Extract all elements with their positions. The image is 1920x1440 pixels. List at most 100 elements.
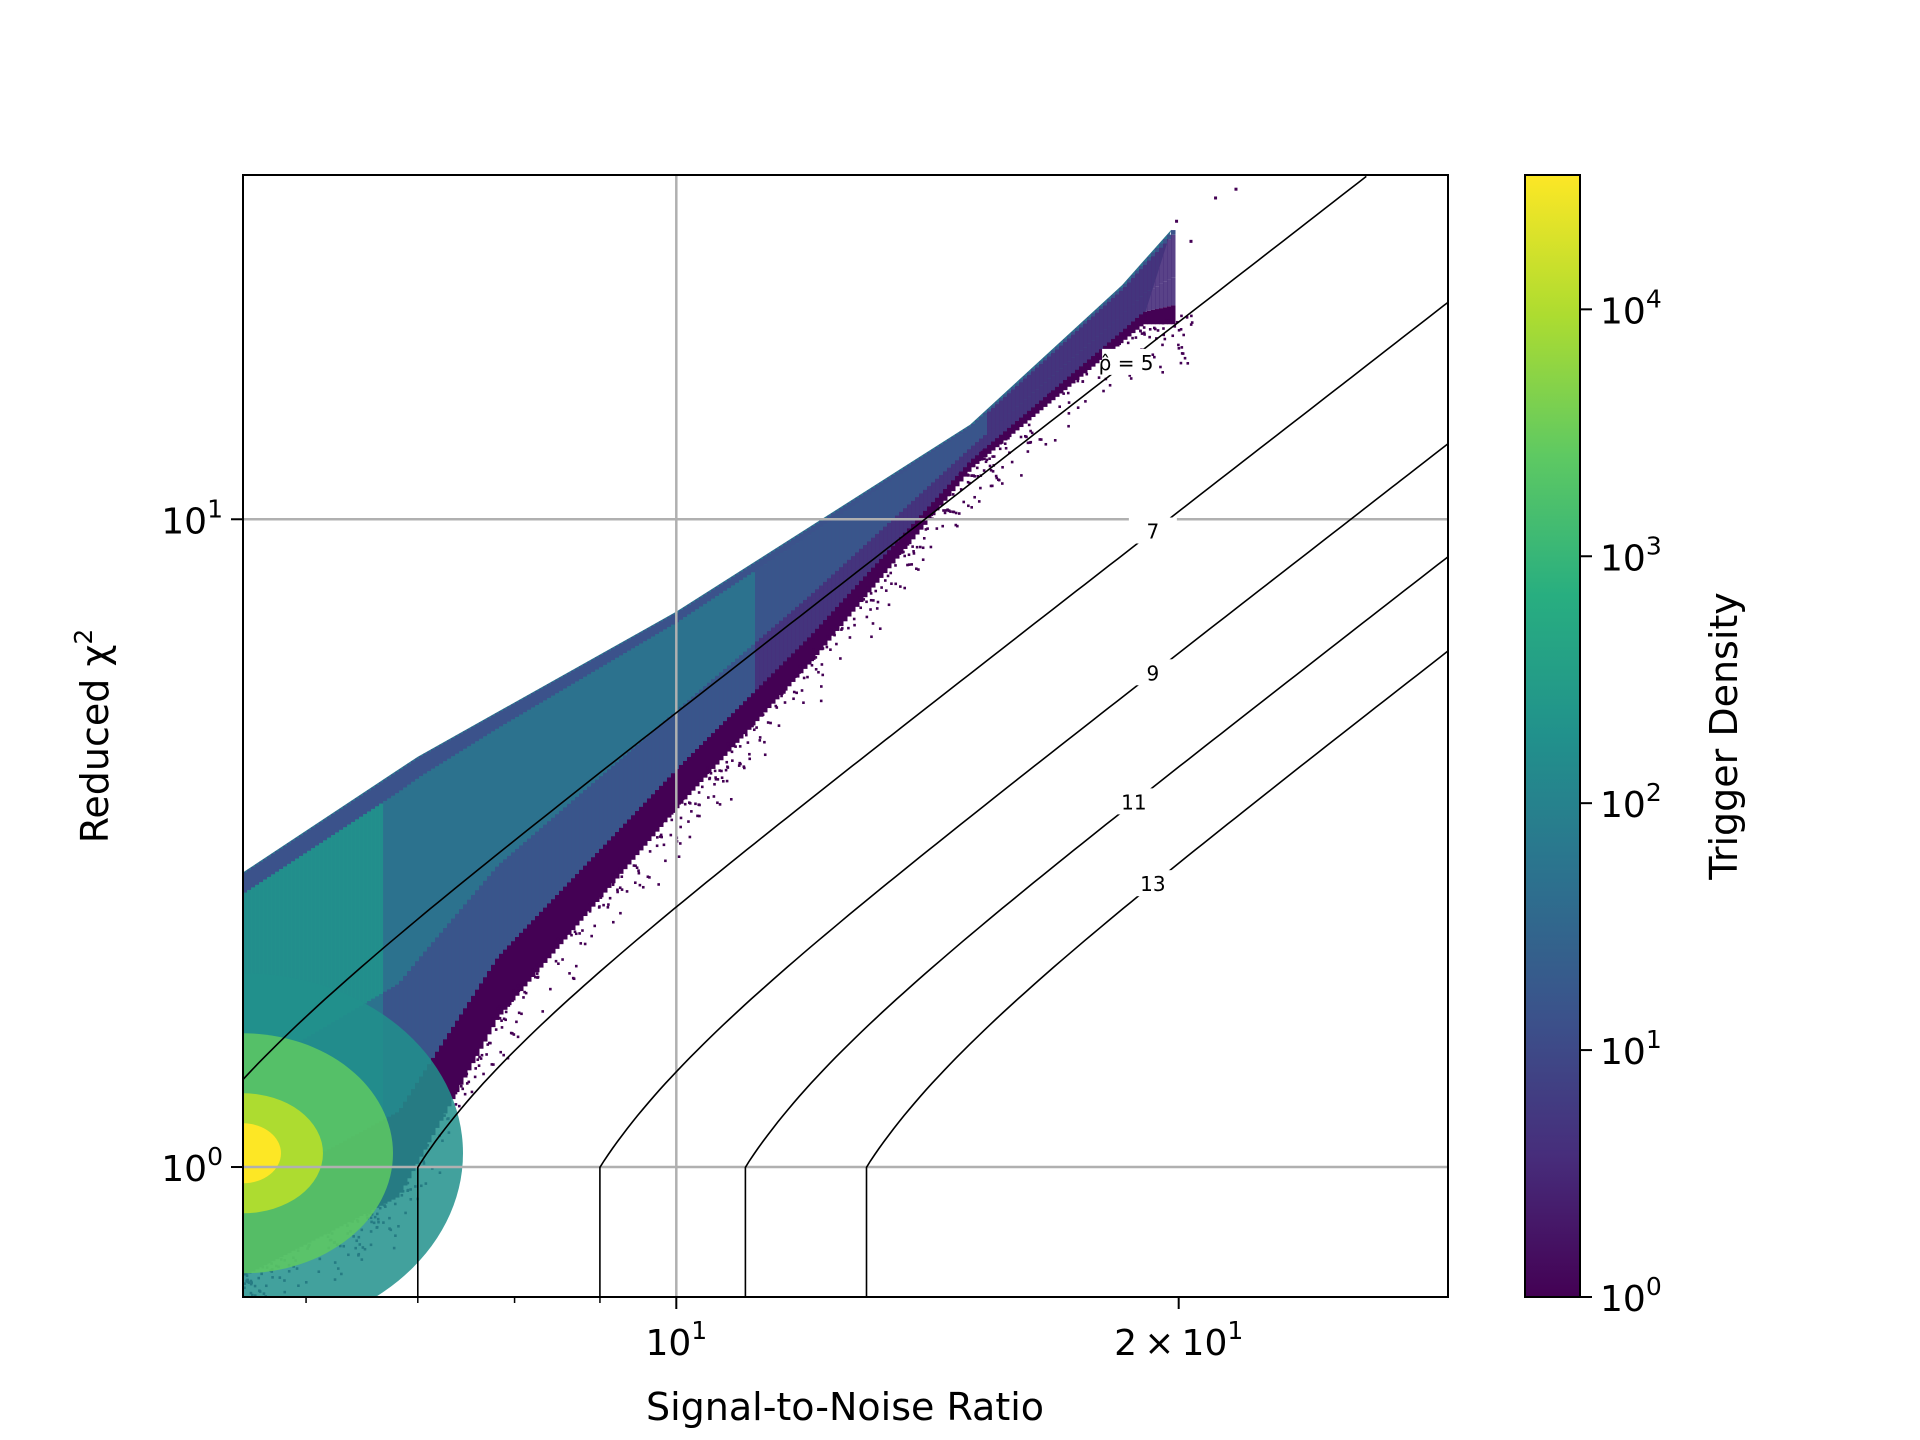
density-point bbox=[713, 769, 717, 773]
density-cell bbox=[1171, 230, 1176, 235]
density-cell bbox=[1115, 319, 1120, 336]
density-point bbox=[869, 608, 872, 611]
density-cell bbox=[407, 971, 412, 1096]
density-cell bbox=[983, 435, 988, 449]
density-cell bbox=[987, 411, 992, 432]
density-cell bbox=[643, 802, 648, 846]
density-cell bbox=[739, 655, 744, 706]
density-cell bbox=[959, 471, 964, 482]
density-cell bbox=[667, 616, 672, 627]
density-cell bbox=[719, 725, 724, 761]
density-point bbox=[470, 1090, 474, 1094]
density-point bbox=[465, 1072, 469, 1076]
density-point bbox=[839, 616, 843, 620]
density-point bbox=[1173, 325, 1177, 328]
density-cell bbox=[723, 581, 728, 591]
density-cell bbox=[743, 701, 748, 735]
density-point bbox=[1099, 356, 1102, 359]
density-cell bbox=[579, 678, 584, 794]
density-cell bbox=[1103, 329, 1108, 346]
density-point bbox=[1143, 333, 1146, 336]
density-cell bbox=[919, 493, 924, 516]
density-cell bbox=[1051, 350, 1056, 353]
density-cell bbox=[911, 500, 916, 524]
density-point bbox=[1154, 327, 1157, 331]
density-point bbox=[535, 963, 538, 967]
density-point bbox=[1156, 329, 1160, 332]
density-cell bbox=[447, 923, 452, 1034]
density-cell bbox=[987, 409, 992, 412]
density-cell bbox=[343, 827, 348, 1016]
density-cell bbox=[851, 556, 856, 590]
density-cell bbox=[1031, 371, 1036, 393]
density-cell bbox=[687, 614, 692, 700]
density-point bbox=[800, 689, 804, 692]
density-point bbox=[906, 563, 909, 567]
density-point bbox=[1234, 187, 1238, 191]
density-point bbox=[825, 645, 829, 649]
density-cell bbox=[759, 685, 764, 717]
x-tick-label: 101 bbox=[645, 1316, 707, 1364]
density-cell bbox=[447, 740, 452, 759]
density-cell bbox=[295, 858, 300, 1044]
density-point bbox=[707, 770, 710, 773]
density-cell bbox=[515, 848, 520, 938]
density-cell bbox=[859, 500, 864, 549]
density-cell bbox=[475, 741, 480, 891]
density-cell bbox=[539, 688, 544, 703]
density-cell bbox=[835, 570, 840, 607]
density-cell bbox=[735, 658, 740, 710]
density-cell bbox=[511, 704, 516, 720]
density-cell bbox=[543, 700, 548, 825]
density-point bbox=[847, 626, 850, 630]
density-point bbox=[924, 528, 928, 531]
density-cell bbox=[427, 751, 432, 772]
density-cell bbox=[383, 800, 388, 992]
density-point bbox=[512, 1033, 516, 1036]
density-cell bbox=[771, 627, 776, 674]
density-cell bbox=[715, 595, 720, 676]
density-point bbox=[989, 468, 993, 472]
density-cell bbox=[727, 717, 732, 752]
density-cell bbox=[575, 796, 580, 875]
density-point bbox=[948, 493, 952, 496]
density-cell bbox=[1063, 379, 1068, 391]
density-point bbox=[454, 1103, 458, 1106]
density-cell bbox=[1123, 286, 1128, 312]
density-point bbox=[958, 472, 962, 476]
density-cell bbox=[315, 845, 320, 1032]
density-cell bbox=[707, 682, 712, 738]
density-cell bbox=[1147, 310, 1152, 325]
density-cell bbox=[647, 628, 652, 639]
density-point bbox=[451, 1091, 455, 1095]
density-cell bbox=[815, 523, 820, 530]
density-cell bbox=[363, 814, 368, 1004]
density-cell bbox=[563, 886, 568, 940]
density-cell bbox=[755, 689, 760, 722]
density-point bbox=[769, 721, 772, 725]
density-point bbox=[991, 455, 994, 458]
density-point bbox=[1025, 435, 1028, 439]
density-cell bbox=[1083, 320, 1088, 324]
density-cell bbox=[899, 474, 904, 512]
density-point bbox=[1134, 336, 1138, 339]
density-point bbox=[720, 776, 724, 780]
density-cell bbox=[527, 709, 532, 839]
density-point bbox=[1039, 438, 1043, 441]
density-cell bbox=[627, 650, 632, 752]
density-cell bbox=[435, 766, 440, 938]
density-cell bbox=[663, 619, 668, 630]
density-cell bbox=[1011, 389, 1016, 411]
density-point bbox=[982, 449, 986, 452]
density-point bbox=[485, 1053, 488, 1056]
density-cell bbox=[771, 673, 776, 704]
density-point bbox=[694, 802, 697, 806]
density-cell bbox=[507, 855, 512, 946]
density-point bbox=[858, 596, 862, 600]
density-cell bbox=[1167, 306, 1172, 325]
density-point bbox=[720, 769, 723, 773]
contour-line bbox=[599, 442, 1448, 1297]
density-cell bbox=[1159, 243, 1164, 248]
density-cell bbox=[1083, 323, 1088, 348]
density-cell bbox=[847, 593, 852, 617]
